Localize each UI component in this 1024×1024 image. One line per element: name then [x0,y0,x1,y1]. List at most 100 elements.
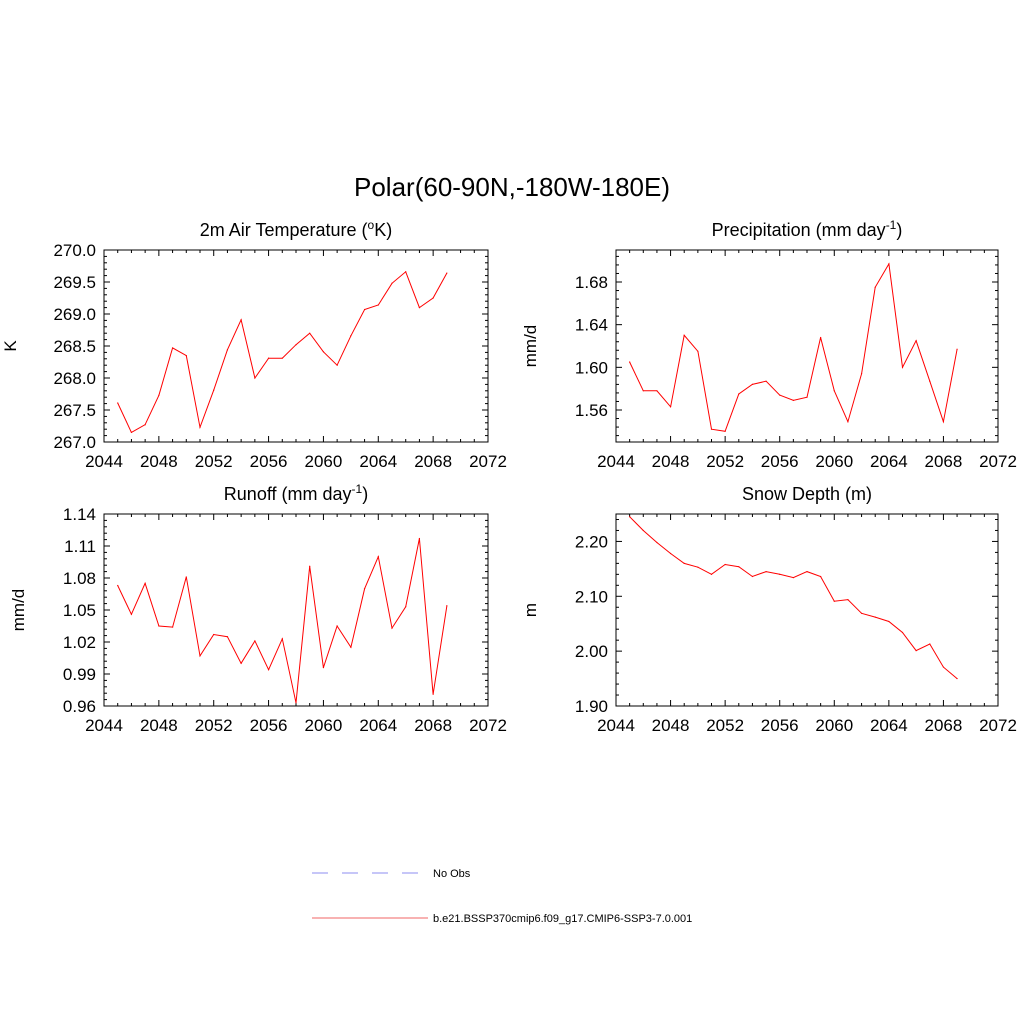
x-tick-label: 2060 [815,716,853,735]
data-point [901,366,904,368]
data-point [792,399,794,401]
data-point [199,655,201,657]
data-point [956,348,958,350]
data-point [226,349,229,351]
data-point [915,340,917,342]
data-point [860,612,863,614]
y-tick-label: 1.08 [63,569,96,588]
data-point [350,646,352,648]
y-tick-label: 267.0 [53,433,96,452]
data-point [751,575,754,578]
legend-label: No Obs [433,868,471,880]
x-tick-label: 2072 [979,716,1017,735]
y-tick-label: 270.0 [53,241,96,260]
x-tick-label: 2068 [925,452,963,471]
data-point [833,390,835,392]
y-tick-label: 0.99 [63,665,96,684]
panel-title: Runoff (mm day-1) [224,482,368,504]
x-tick-label: 2064 [359,716,397,735]
data-point [158,625,160,627]
y-tick-label: 1.64 [575,316,608,335]
data-point [363,308,366,311]
x-tick-label: 2072 [469,716,507,735]
data-point [432,297,434,299]
data-point [391,627,393,629]
y-tick-label: 1.05 [63,601,96,620]
data-point [642,390,644,392]
x-tick-label: 2052 [195,452,233,471]
x-tick-label: 2064 [870,716,908,735]
data-point [267,357,270,359]
data-point [765,571,767,573]
x-tick-label: 2060 [305,452,343,471]
x-tick-label: 2048 [140,452,178,471]
data-point [806,396,808,398]
data-point [226,636,229,638]
series-line [117,270,448,434]
data-point [833,600,835,602]
data-point [363,588,366,590]
data-point [683,562,685,564]
data-point [185,355,187,357]
data-point [254,640,256,642]
data-point [656,390,658,392]
data-point [724,430,726,432]
data-point [446,605,448,607]
y-tick-label: 1.11 [64,537,96,556]
panel-3: 2044 2048 2052 2056 2060 2064 2068 2072 0.96 0.99… [9,482,507,735]
data-point [240,662,242,664]
data-point [929,643,931,645]
data-point [860,373,863,375]
data-point [130,431,133,433]
x-tick-label: 2064 [870,452,908,471]
data-point [171,347,174,349]
data-point [295,344,297,346]
legend-label: b.e21.BSSP370cmip6.f09_g17.CMIP6-SSP3-7.… [433,913,692,925]
data-point [405,606,407,608]
x-tick-label: 2048 [140,716,178,735]
data-point [446,272,448,274]
data-point [942,666,945,668]
data-point [629,516,631,518]
y-axis-label: K [1,340,20,352]
data-point [888,263,890,265]
y-axis-label: mm/d [9,589,28,632]
data-point [683,334,685,336]
data-point [901,631,904,634]
x-tick-label: 2060 [305,716,343,735]
plot-frame [103,513,489,707]
data-point [820,575,822,578]
x-tick-label: 2060 [815,452,853,471]
data-point [806,571,808,573]
x-tick-label: 2052 [706,452,744,471]
y-axis-label: m [521,603,540,617]
data-point [281,357,283,359]
data-point [240,319,242,321]
x-tick-label: 2044 [597,452,635,471]
panel-title: Precipitation (mm day-1) [712,218,903,240]
x-tick-label: 2048 [652,452,690,471]
data-point [130,613,133,615]
data-point [779,573,781,575]
panels: 2044 2048 2052 2056 2060 2064 2068 2072 267.0 267… [1,218,1017,735]
panel-title: 2m Air Temperature (oK) [200,218,392,240]
y-tick-label: 2.20 [575,532,608,551]
data-point [144,582,146,584]
data-point [847,598,849,601]
x-tick-label: 2072 [979,452,1017,471]
data-point [629,361,631,363]
data-point [377,556,379,558]
y-axis-label: mm/d [521,325,540,368]
data-point [405,271,407,273]
data-point [267,669,270,671]
x-tick-label: 2052 [195,716,233,735]
data-point [820,336,822,339]
data-point [199,426,201,428]
data-point [779,394,781,396]
data-point [117,402,119,404]
x-tick-label: 2056 [250,716,288,735]
data-point [158,394,160,396]
x-tick-label: 2064 [359,452,397,471]
data-point [309,332,311,334]
